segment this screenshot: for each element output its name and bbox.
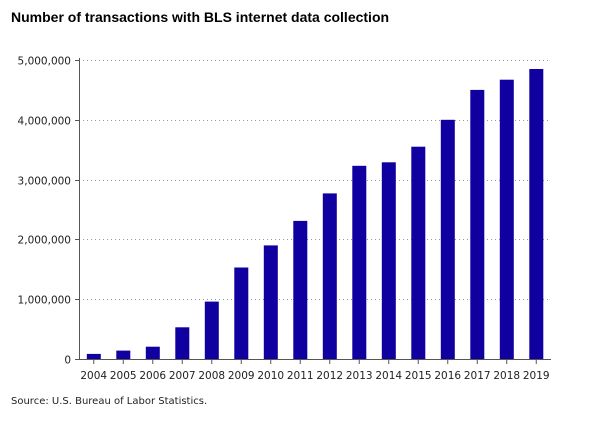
x-tick-label: 2007 <box>169 370 196 382</box>
y-tick-label: 1,000,000 <box>18 295 71 307</box>
x-tick-label: 2013 <box>346 370 373 382</box>
bar-2012 <box>322 193 337 359</box>
x-tick-label: 2011 <box>287 370 314 382</box>
x-tick-label: 2017 <box>464 370 491 382</box>
bar-2016 <box>440 119 455 359</box>
y-tick-label: 4,000,000 <box>18 116 71 128</box>
x-tick-label: 2005 <box>110 370 137 382</box>
source-note: Source: U.S. Bureau of Labor Statistics. <box>11 396 208 407</box>
bar-2013 <box>352 165 367 359</box>
bar-2009 <box>234 267 249 359</box>
chart-title: Number of transactions with BLS internet… <box>11 9 390 25</box>
x-tick-label: 2010 <box>257 370 284 382</box>
bars <box>86 69 544 360</box>
grid-lines <box>79 60 551 300</box>
bar-2011 <box>293 220 308 359</box>
x-tick-label: 2019 <box>523 370 550 382</box>
y-tick-label: 5,000,000 <box>18 56 71 68</box>
bar-2019 <box>529 69 544 359</box>
bar-2017 <box>470 89 485 360</box>
x-tick-label: 2015 <box>405 370 432 382</box>
bar-2015 <box>411 146 426 359</box>
x-tick-label: 2016 <box>434 370 461 382</box>
y-tick-label: 3,000,000 <box>18 176 71 188</box>
x-tick-label: 2018 <box>493 370 520 382</box>
x-tick-label: 2014 <box>375 370 402 382</box>
bar-2007 <box>175 327 190 359</box>
bar-2014 <box>381 162 396 359</box>
bar-2018 <box>499 79 514 359</box>
bar-2008 <box>204 301 219 359</box>
bar-2005 <box>116 350 131 359</box>
x-axis: 2004 2005 2006 2007 2008 2009 2010 2011 2012 2013… <box>79 359 551 382</box>
x-tick-label: 2006 <box>139 370 166 382</box>
x-tick-label: 2012 <box>316 370 343 382</box>
y-tick-label: 0 <box>64 355 71 367</box>
x-tick-label: 2008 <box>198 370 225 382</box>
x-tick-label: 2004 <box>80 370 107 382</box>
y-axis: 0 1,000,000 2,000,000 3,000,000 4,000,000 5,0… <box>18 56 80 367</box>
bar-2010 <box>263 245 278 359</box>
x-tick-label: 2009 <box>228 370 255 382</box>
bar-2006 <box>145 346 160 359</box>
y-tick-label: 2,000,000 <box>18 235 71 247</box>
bar-2004 <box>86 353 101 359</box>
